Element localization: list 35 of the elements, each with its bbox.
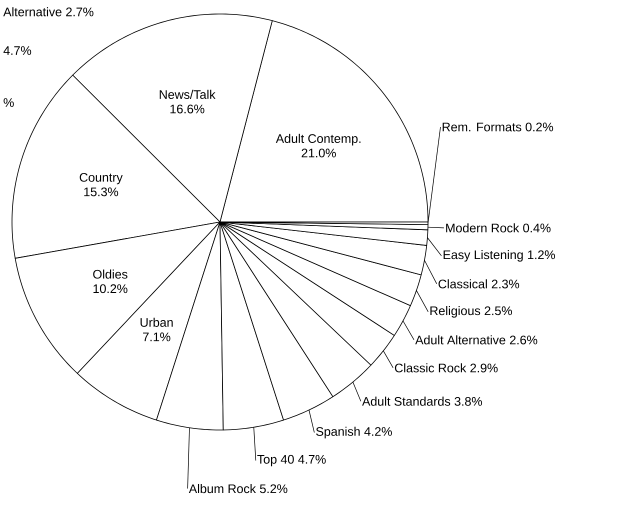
data-label: 2.9% xyxy=(470,364,498,372)
data-label: 0.4% xyxy=(523,224,551,232)
data-label: 7.1% xyxy=(143,332,170,342)
data-label: 2.6% xyxy=(510,336,538,344)
slice-label: Rem. Formats xyxy=(442,122,522,132)
data-label: 3.8% xyxy=(454,397,482,406)
data-label: 2.5% xyxy=(484,306,512,316)
slice-label: Oldies xyxy=(93,270,128,279)
slice-label: Urban xyxy=(140,318,173,327)
slice-label: Spanish xyxy=(316,426,360,438)
slice-label: News/Talk xyxy=(160,90,216,99)
data-label: 4.2% xyxy=(364,427,392,436)
text: % xyxy=(4,98,14,107)
data-label: 5.2% xyxy=(260,484,288,494)
slice-label: Easy Listening xyxy=(444,250,523,262)
slice-label: Classic Rock xyxy=(394,363,466,372)
data-label: 21.0% xyxy=(302,148,336,158)
slice-label: Religious xyxy=(430,306,480,318)
data-label: 0.2% xyxy=(526,122,554,132)
data-label: 16.6% xyxy=(170,104,204,114)
slice-label: Top 40 xyxy=(257,454,294,466)
slice-label: Classical xyxy=(438,279,487,288)
slice-label: Album Rock xyxy=(188,484,256,494)
slice-label: Country xyxy=(80,173,123,184)
text: Alternative 2.7% xyxy=(3,7,94,16)
data-label: 10.2% xyxy=(94,284,128,294)
text: 4.7% xyxy=(3,46,32,55)
slice-label: Modern Rock xyxy=(446,223,520,232)
data-label: 15.3% xyxy=(84,187,118,196)
slice-label: Adult Alternative xyxy=(415,335,506,344)
data-label: 4.7% xyxy=(298,454,326,464)
slice-label: Adult Standards xyxy=(362,396,450,406)
data-label: 2.3% xyxy=(492,280,520,288)
slice-label: Adult Contemp. xyxy=(276,134,360,146)
data-label: 1.2% xyxy=(528,250,556,260)
